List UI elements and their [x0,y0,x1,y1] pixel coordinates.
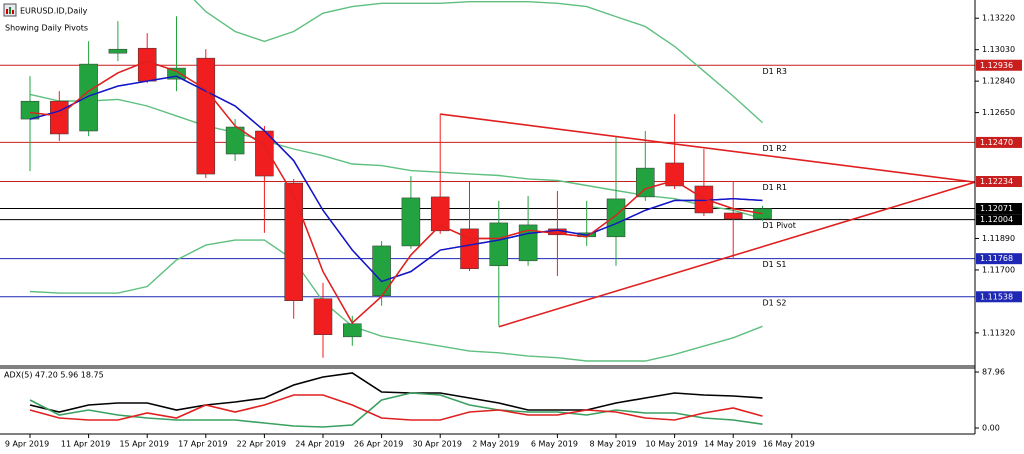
y-tick-label: 1.11890 [982,234,1015,243]
candle-body [606,198,626,238]
indicator-line [29,392,763,428]
header: EURUSD.ID,Daily Showing Daily Pivots ADX… [3,3,104,380]
x-tick-label: 6 May 2019 [531,440,578,449]
price-box [976,253,1022,265]
trendline [498,181,975,328]
x-tick-label: 17 Apr 2019 [178,440,227,449]
y-tick-label: 87.96 [982,368,1005,377]
x-tick-label: 14 May 2019 [704,440,756,449]
price-box-label: 1.12936 [980,61,1013,70]
pivot-label: D1 S1 [763,260,787,269]
price-box [976,291,1022,303]
candle-body [284,182,303,301]
y-tick-label: 1.13220 [982,14,1015,23]
price-box [976,136,1022,148]
candle-body [79,63,98,132]
candle-body [343,323,362,338]
pivot-label: D1 S2 [763,298,787,307]
x-tick-label: 30 Apr 2019 [412,440,461,449]
indicator-line [29,372,763,413]
candle-body [401,197,421,247]
x-tick-label: 15 Apr 2019 [119,440,168,449]
candle-body [665,162,684,187]
price-box [976,203,1022,215]
chart-subtitle: Showing Daily Pivots [5,24,88,33]
pivot-label: D1 Pivot [763,221,796,230]
pivot-label: D1 R2 [763,144,787,153]
price-box [976,176,1022,188]
chart-title: EURUSD.ID,Daily [20,7,88,16]
candle-body [50,100,69,135]
trendline [440,113,975,183]
y-tick-label: 1.12650 [982,108,1015,117]
candle-body [489,222,509,267]
candle-body [723,212,743,220]
pivot-label: D1 R1 [763,183,787,192]
candle-body [430,196,450,232]
x-tick-label: 8 May 2019 [589,440,636,449]
candle-body [636,167,655,198]
price-box-label: 1.11538 [980,292,1013,301]
candle-body [225,126,245,155]
x-tick-label: 22 Apr 2019 [237,440,286,449]
main-plot: D1 R3 D1 R2 D1 R1 D1 Pivot D1 S1 D1 S2 [0,0,975,362]
x-tick-label: 9 Apr 2019 [5,440,49,449]
candle-body [167,67,186,80]
pivot-label: D1 R3 [763,67,787,76]
y-tick-label: 1.12840 [982,77,1015,86]
candle-body [20,100,40,120]
candle-body [137,47,157,82]
indicator-title: ADX(5) 47.20 5.96 18.75 [4,371,104,380]
y-tick-label: 1.11320 [982,328,1015,337]
symbol-icon [12,10,14,14]
price-box [976,214,1022,226]
candle-body [108,48,128,54]
x-tick-label: 10 May 2019 [646,440,698,449]
overlay-line [193,0,763,124]
indicator-line [29,394,763,421]
x-tick-label: 26 Apr 2019 [354,440,403,449]
price-box [976,59,1022,71]
price-box-label: 1.12234 [980,177,1013,186]
indicator-plot [29,372,763,428]
candle-body [313,298,333,335]
x-tick-label: 24 Apr 2019 [295,440,344,449]
y-tick-label: 1.13030 [982,45,1015,54]
overlay-line [29,239,763,362]
y-tick-label: 0.00 [982,424,1000,433]
y-tick-label: 1.11700 [982,265,1015,274]
overlay-line [29,60,763,325]
price-box-label: 1.11768 [980,254,1013,263]
candle-body [753,208,772,220]
x-tick-label: 2 May 2019 [472,440,519,449]
symbol-icon [9,7,11,14]
price-box-label: 1.12071 [980,204,1013,213]
candle-body [196,57,216,175]
candle-body [460,228,479,270]
symbol-icon [6,9,8,14]
x-tick-label: 16 May 2019 [763,440,815,449]
x-tick-label: 11 Apr 2019 [61,440,110,449]
price-box-label: 1.12470 [980,138,1013,147]
price-box-label: 1.12004 [980,215,1013,224]
